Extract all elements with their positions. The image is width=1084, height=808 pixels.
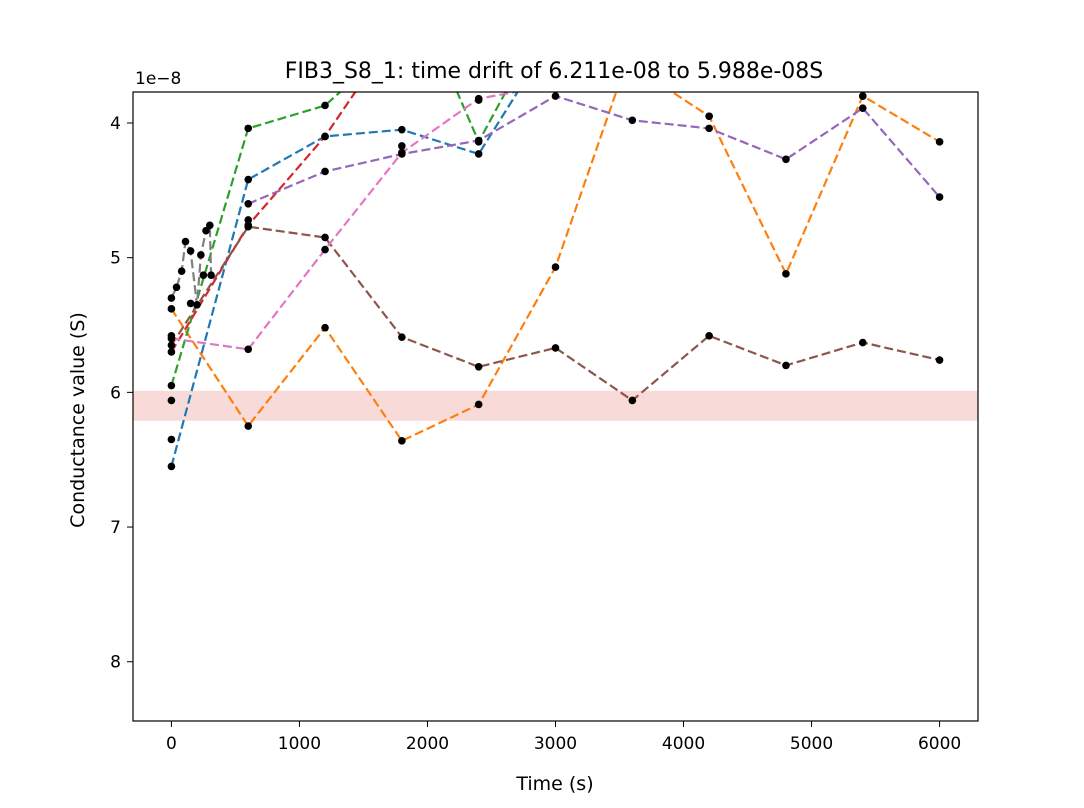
data-point [858,92,867,100]
y-tick-label: 6 [110,383,121,403]
data-point [474,362,483,371]
data-point [398,148,406,157]
drift-band-layer [133,390,978,421]
data-point [474,400,483,409]
data-point [551,263,560,271]
data-point [167,348,176,356]
y-tick-label: 5 [110,249,121,269]
data-point [398,142,406,150]
y-tick-label: 4 [110,114,121,134]
data-point [935,138,944,146]
y-tick-label: 7 [110,518,121,538]
data-point [858,104,867,112]
data-point [167,462,176,471]
data-point [628,396,637,405]
data-point [193,301,201,309]
data-point [186,299,195,308]
x-tick-label: 2000 [406,734,449,754]
drift-band [133,390,978,421]
data-point [705,112,713,121]
x-axis-ticks: 0 1000 2000 3000 4000 5000 6000 [166,721,961,754]
x-axis-label: Time (s) [515,773,593,795]
data-point [167,294,176,302]
data-point [398,333,406,341]
data-point [474,150,483,158]
data-point [782,270,790,278]
data-point [551,92,560,100]
series-line-2 [170,92,941,443]
data-point [244,216,253,224]
x-tick-label: 5000 [790,734,833,754]
series-line-8 [170,221,213,305]
data-point [167,305,176,313]
data-point [167,341,176,350]
series-line-1 [170,92,519,467]
data-point [167,381,176,390]
data-point [167,331,176,340]
data-point [705,331,713,340]
series-line-3 [170,92,507,386]
data-point [167,396,176,405]
y-tick-label: 8 [110,653,121,673]
y-axis-label: Conductance value (S) [67,312,89,528]
series-line-6 [170,225,940,402]
data-point [244,222,253,231]
data-point [206,221,214,230]
data-point [628,116,637,125]
y-axis-offset-label: 1e−8 [135,69,181,89]
x-tick-label: 3000 [534,734,577,754]
data-point [244,124,253,133]
data-point [197,251,205,259]
data-point [202,226,210,235]
data-point [199,271,208,279]
data-point [474,136,483,145]
series-line-5 [247,94,941,205]
data-point [858,338,867,347]
data-point [321,245,329,254]
data-point [172,283,181,292]
x-tick-label: 1000 [278,734,321,754]
marker-layer [167,92,944,471]
data-point [167,435,176,444]
data-point [782,155,790,164]
x-tick-label: 4000 [662,734,705,754]
data-point [782,361,790,370]
data-point [474,96,483,104]
series-line-7 [171,92,522,351]
data-point [551,344,560,352]
data-point [935,356,944,364]
data-point [181,237,190,246]
data-point [186,247,195,255]
data-point [321,132,329,141]
data-point [207,271,215,279]
x-tick-label: 6000 [918,734,961,754]
data-point [398,125,406,134]
data-point [398,437,406,445]
y-axis-ticks: 4 5 6 7 8 [110,114,133,673]
chart-title: FIB3_S8_1: time drift of 6.211e-08 to 5.… [285,59,824,84]
data-point [321,167,329,176]
data-point [935,193,944,201]
data-point [244,422,253,430]
data-point [321,233,329,242]
data-point [244,199,253,208]
data-point [321,101,329,110]
data-point [321,323,329,332]
data-point [244,345,253,354]
data-point [705,124,713,133]
x-tick-label: 0 [166,734,177,754]
data-point [177,267,186,275]
series-line-4 [170,92,357,353]
data-point [244,175,253,184]
